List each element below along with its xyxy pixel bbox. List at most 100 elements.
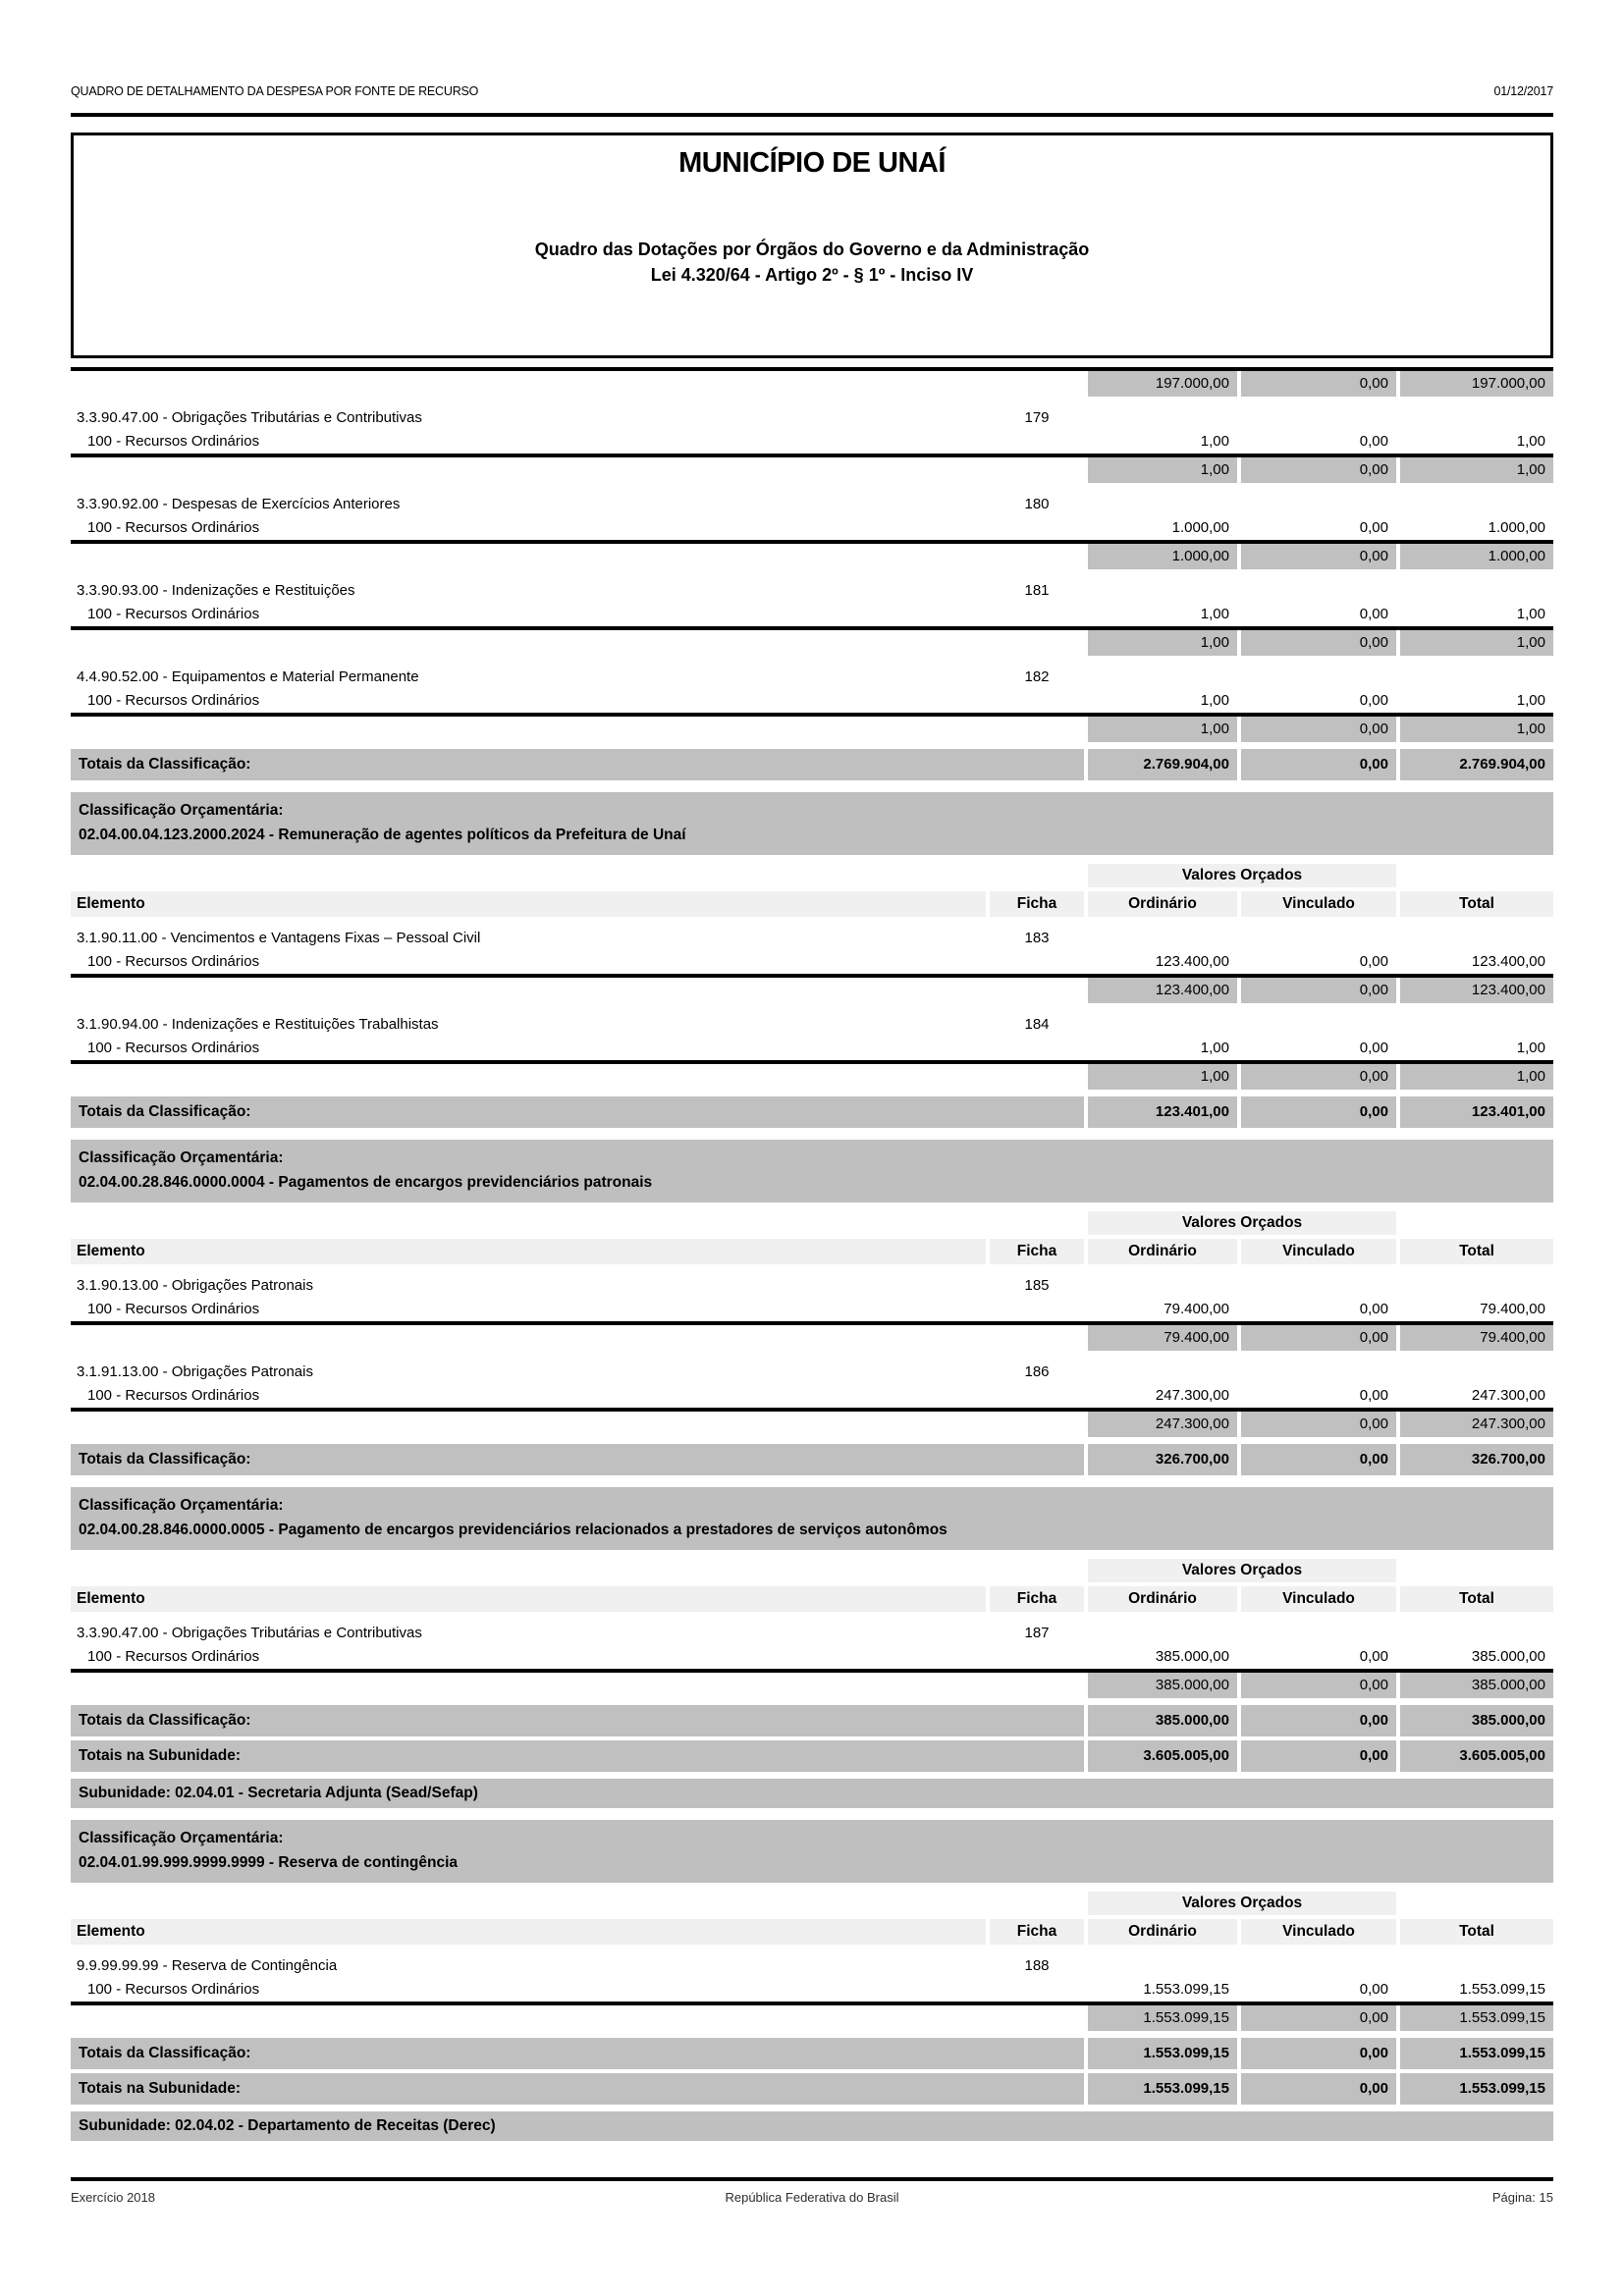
subtotal-row: 385.000,00 0,00 385.000,00 — [71, 1669, 1553, 1698]
totals-vinculado: 0,00 — [1241, 2038, 1396, 2069]
classification-banner-code: 02.04.00.04.123.2000.2024 - Remuneração … — [79, 827, 686, 843]
element-row: 3.1.90.11.00 - Vencimentos e Vantagens F… — [71, 927, 1553, 950]
subtotal-ordinario: 1,00 — [1088, 457, 1237, 483]
source-vinculado: 0,00 — [1359, 1301, 1388, 1317]
element-row: 3.3.90.92.00 - Despesas de Exercícios An… — [71, 493, 1553, 516]
totals-classification-row: Totais da Classificação: 2.769.904,00 0,… — [71, 749, 1553, 780]
source-name: 100 - Recursos Ordinários — [87, 1040, 260, 1056]
valores-orcados-label: Valores Orçados — [1088, 864, 1396, 887]
valores-orcados-band: Valores Orçados — [71, 864, 1553, 887]
source-vinculado: 0,00 — [1359, 1040, 1388, 1056]
subtotal-total: 1,00 — [1400, 1064, 1553, 1090]
source-row: 100 - Recursos Ordinários 1.553.099,15 0… — [71, 1978, 1553, 2002]
element-name: 3.1.90.94.00 - Indenizações e Restituiçõ… — [77, 1016, 439, 1033]
source-name: 100 - Recursos Ordinários — [87, 1387, 260, 1404]
source-ordinario: 1,00 — [1200, 606, 1229, 622]
source-ordinario: 79.400,00 — [1164, 1301, 1229, 1317]
element-name: 3.1.90.11.00 - Vencimentos e Vantagens F… — [77, 930, 481, 946]
totals-ordinario: 1.553.099,15 — [1088, 2038, 1237, 2069]
totals-ordinario: 1.553.099,15 — [1088, 2073, 1237, 2105]
column-headers-row: Elemento Ficha Ordinário Vinculado Total — [71, 1239, 1553, 1264]
classification-banner-label: Classificação Orçamentária: — [79, 1830, 284, 1846]
source-total: 385.000,00 — [1471, 1648, 1545, 1665]
classification-banner-code: 02.04.00.28.846.0000.0005 - Pagamento de… — [79, 1522, 947, 1538]
source-ordinario: 1,00 — [1200, 1040, 1229, 1056]
page-footer: Exercício 2018 República Federativa do B… — [71, 2177, 1553, 2205]
subtotal-row: 1,00 0,00 1,00 — [71, 454, 1553, 483]
municipality-title: MUNICÍPIO DE UNAÍ — [678, 147, 946, 179]
source-name: 100 - Recursos Ordinários — [87, 1981, 260, 1998]
totals-total: 2.769.904,00 — [1400, 749, 1553, 780]
subtitle-line-1: Quadro das Dotações por Órgãos do Govern… — [534, 240, 1090, 259]
report-subtitle: Quadro das Dotações por Órgãos do Govern… — [74, 237, 1550, 288]
totals-label: Totais da Classificação: — [71, 1096, 1084, 1128]
source-total: 1,00 — [1516, 433, 1545, 450]
classification-banner-label: Classificação Orçamentária: — [79, 1149, 284, 1166]
footer-country: República Federativa do Brasil — [725, 2190, 899, 2205]
column-header-vinculado: Vinculado — [1241, 1586, 1396, 1612]
subtotal-vinculado: 0,00 — [1241, 1673, 1396, 1698]
subtotal-ordinario: 1.553.099,15 — [1088, 2005, 1237, 2031]
source-vinculado: 0,00 — [1359, 1648, 1388, 1665]
source-row: 100 - Recursos Ordinários 1.000,00 0,00 … — [71, 516, 1553, 540]
element-ficha: 181 — [1024, 582, 1050, 599]
element-ficha: 179 — [1024, 409, 1050, 426]
totals-ordinario: 2.769.904,00 — [1088, 749, 1237, 780]
element-name: 3.1.90.13.00 - Obrigações Patronais — [77, 1277, 313, 1294]
source-ordinario: 247.300,00 — [1155, 1387, 1229, 1404]
totals-label: Totais da Classificação: — [71, 749, 1084, 780]
totals-subunit-row: Totais na Subunidade: 3.605.005,00 0,00 … — [71, 1740, 1553, 1772]
totals-ordinario: 326.700,00 — [1088, 1444, 1237, 1475]
subtotal-row: 1,00 0,00 1,00 — [71, 1060, 1553, 1090]
element-ficha: 188 — [1024, 1957, 1050, 1974]
subtotal-ordinario: 385.000,00 — [1088, 1673, 1237, 1698]
source-total: 1.000,00 — [1488, 519, 1545, 536]
column-header-vinculado: Vinculado — [1241, 1919, 1396, 1945]
subtotal-row: 1.553.099,15 0,00 1.553.099,15 — [71, 2002, 1553, 2031]
totals-label: Totais da Classificação: — [71, 1444, 1084, 1475]
source-ordinario: 1.000,00 — [1171, 519, 1229, 536]
source-total: 247.300,00 — [1471, 1387, 1545, 1404]
element-row: 3.1.91.13.00 - Obrigações Patronais 186 — [71, 1361, 1553, 1384]
subtotal-total: 1,00 — [1400, 630, 1553, 656]
source-vinculado: 0,00 — [1359, 953, 1388, 970]
source-vinculado: 0,00 — [1359, 1981, 1388, 1998]
source-ordinario: 1,00 — [1200, 692, 1229, 709]
source-row: 100 - Recursos Ordinários 1,00 0,00 1,00 — [71, 603, 1553, 626]
column-header-total: Total — [1400, 1586, 1553, 1612]
source-ordinario: 123.400,00 — [1155, 953, 1229, 970]
classification-banner-label: Classificação Orçamentária: — [79, 802, 284, 819]
subtotal-ordinario: 1,00 — [1088, 1064, 1237, 1090]
subtotal-row: 1.000,00 0,00 1.000,00 — [71, 540, 1553, 569]
column-header-total: Total — [1400, 891, 1553, 917]
source-total: 1,00 — [1516, 1040, 1545, 1056]
column-header-total: Total — [1400, 1919, 1553, 1945]
source-vinculado: 0,00 — [1359, 519, 1388, 536]
subtotal-ordinario: 79.400,00 — [1088, 1325, 1237, 1351]
subtotal-vinculado: 0,00 — [1241, 544, 1396, 569]
totals-ordinario: 3.605.005,00 — [1088, 1740, 1237, 1772]
source-row: 100 - Recursos Ordinários 1,00 0,00 1,00 — [71, 689, 1553, 713]
subtotal-vinculado: 0,00 — [1241, 978, 1396, 1003]
element-row: 3.3.90.47.00 - Obrigações Tributárias e … — [71, 1622, 1553, 1645]
classification-banner-code: 02.04.01.99.999.9999.9999 - Reserva de c… — [79, 1854, 459, 1871]
subtotal-ordinario: 1,00 — [1088, 630, 1237, 656]
subtotal-ordinario: 247.300,00 — [1088, 1412, 1237, 1437]
subtotal-total: 1,00 — [1400, 457, 1553, 483]
title-box: MUNICÍPIO DE UNAÍ Quadro das Dotações po… — [71, 133, 1553, 358]
subtotal-vinculado: 0,00 — [1241, 457, 1396, 483]
subtotal-vinculado: 0,00 — [1241, 1325, 1396, 1351]
element-name: 3.3.90.93.00 - Indenizações e Restituiçõ… — [77, 582, 355, 599]
source-row: 100 - Recursos Ordinários 79.400,00 0,00… — [71, 1298, 1553, 1321]
column-headers-row: Elemento Ficha Ordinário Vinculado Total — [71, 891, 1553, 917]
totals-total: 123.401,00 — [1400, 1096, 1553, 1128]
column-header-vinculado: Vinculado — [1241, 891, 1396, 917]
element-ficha: 183 — [1024, 930, 1050, 946]
totals-classification-row: Totais da Classificação: 1.553.099,15 0,… — [71, 2038, 1553, 2069]
column-header-ficha: Ficha — [990, 891, 1084, 917]
subtotal-ordinario: 123.400,00 — [1088, 978, 1237, 1003]
column-header-elemento: Elemento — [71, 1239, 986, 1264]
column-header-ficha: Ficha — [990, 1586, 1084, 1612]
element-name: 9.9.99.99.99 - Reserva de Contingência — [77, 1957, 338, 1974]
classification-banner-code: 02.04.00.28.846.0000.0004 - Pagamentos d… — [79, 1174, 653, 1191]
